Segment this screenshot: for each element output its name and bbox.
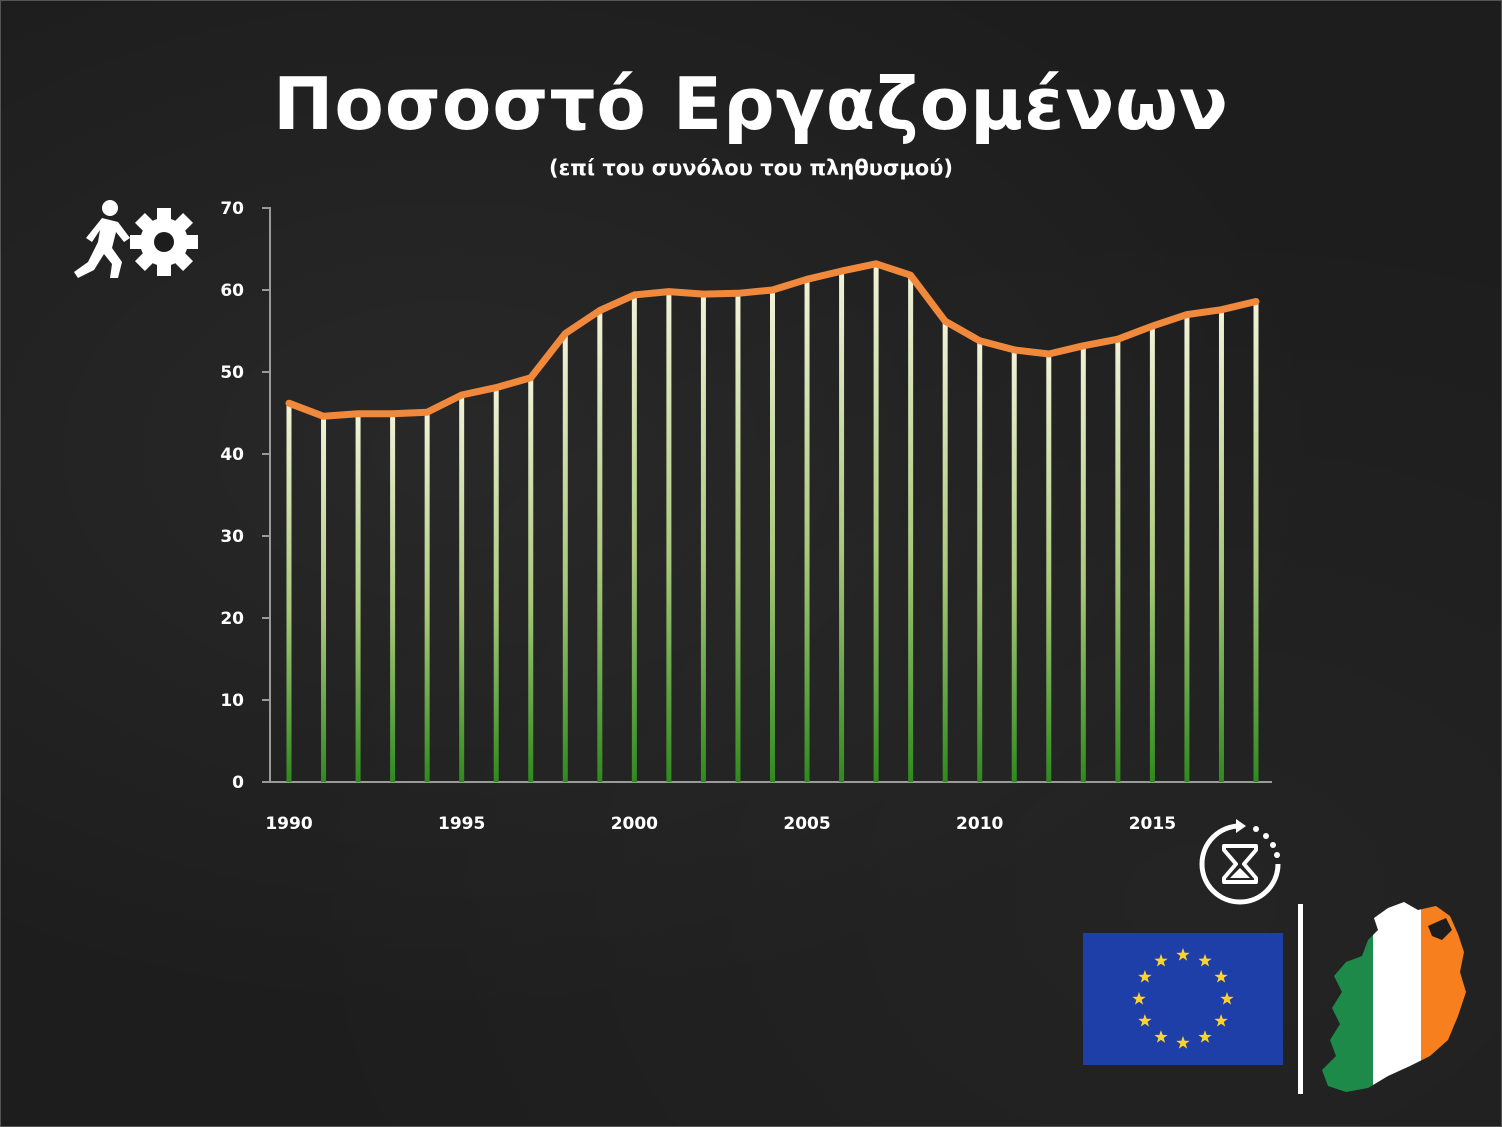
y-tick-label: 60	[220, 281, 244, 301]
drop-bar	[286, 403, 292, 782]
drop-bar	[355, 413, 361, 782]
x-tick-label: 1990	[265, 814, 312, 834]
ireland-map-flag-icon	[1322, 902, 1466, 1092]
drop-bar	[1046, 353, 1052, 782]
drop-bar	[700, 294, 706, 782]
drop-bar	[493, 387, 499, 782]
drop-bar	[1011, 349, 1017, 782]
y-tick-label: 70	[220, 199, 244, 219]
eu-star	[1198, 953, 1212, 967]
eu-star	[1220, 992, 1234, 1005]
eu-star	[1176, 1036, 1190, 1049]
eu-star	[1154, 953, 1168, 967]
page-title: Ποσοστό Εργαζομένων	[273, 62, 1229, 146]
drop-bar	[666, 291, 672, 782]
drop-bar	[1253, 301, 1259, 782]
x-tick-label: 2015	[1129, 814, 1176, 834]
drop-bar	[873, 263, 879, 782]
drop-bar	[804, 279, 810, 782]
y-tick-label: 30	[220, 527, 244, 547]
drop-bar	[1115, 339, 1121, 782]
flag-divider	[1298, 904, 1303, 1094]
eu-star	[1154, 1030, 1168, 1043]
drop-bar	[1184, 314, 1190, 782]
eu-star	[1176, 948, 1190, 961]
y-tick-label: 0	[232, 773, 244, 793]
x-tick-label: 1995	[438, 814, 485, 834]
hourglass-cycle-icon	[1199, 819, 1281, 905]
eu-star	[1214, 1014, 1228, 1027]
eu-star	[1198, 1030, 1212, 1043]
drop-bar	[839, 271, 845, 782]
eu-flag-icon	[1083, 933, 1283, 1065]
drop-bar	[597, 310, 603, 782]
drop-bar	[1218, 309, 1224, 782]
drop-bar	[735, 293, 741, 782]
eu-star	[1138, 970, 1152, 983]
drop-bar	[908, 275, 914, 782]
drop-bar	[528, 377, 534, 782]
employment-rate-line	[285, 260, 1260, 420]
x-tick-label: 2010	[956, 814, 1003, 834]
drop-bar	[631, 294, 637, 782]
y-tick-label: 10	[220, 691, 244, 711]
drop-bar	[459, 394, 465, 782]
y-tick-label: 50	[220, 363, 244, 383]
drop-bar	[770, 290, 775, 782]
drop-bar	[424, 412, 430, 782]
drop-bar	[977, 340, 983, 782]
eu-star	[1132, 992, 1146, 1005]
x-tick-label: 2005	[783, 814, 830, 834]
y-tick-label: 40	[220, 445, 244, 465]
eu-star	[1138, 1014, 1152, 1027]
drop-bar	[321, 416, 327, 782]
x-tick-label: 2000	[611, 814, 658, 834]
drop-bar	[390, 413, 396, 782]
y-tick-label: 20	[220, 609, 244, 629]
person-pushing-gear-icon	[74, 200, 198, 278]
page-subtitle: (επί του συνόλου του πληθυσμού)	[549, 156, 953, 180]
eu-star	[1214, 970, 1228, 983]
drop-bar	[1080, 345, 1086, 782]
drop-bar	[942, 321, 948, 782]
drop-bar	[562, 333, 568, 782]
drop-bar	[1149, 326, 1155, 782]
